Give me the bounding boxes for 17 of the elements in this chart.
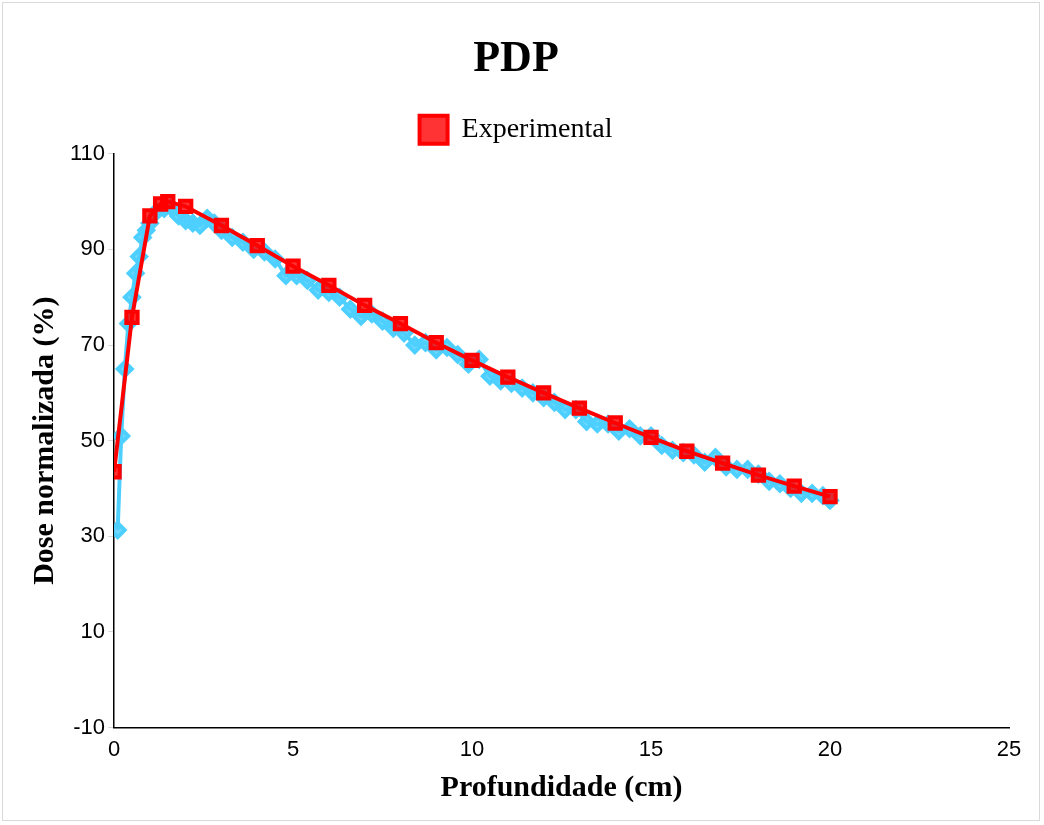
x-tick-label: 25 (996, 735, 1022, 761)
x-tick-label: 20 (817, 735, 843, 761)
x-tick-label: 10 (459, 735, 485, 761)
y-tick-label: 90 (80, 235, 106, 261)
x-tick-label: 15 (638, 735, 664, 761)
y-tick-label: 10 (80, 618, 106, 644)
y-tick-label: 30 (80, 522, 106, 548)
x-axis-title: Profundidade (cm) (440, 768, 683, 803)
chart-title: PDP (473, 31, 559, 81)
legend-label: Experimental (461, 112, 613, 144)
x-tick-label: 5 (286, 735, 300, 761)
y-tick-label: 110 (70, 139, 106, 165)
y-tick-label: 50 (80, 426, 106, 452)
x-tick-label: 0 (107, 735, 121, 761)
y-tick-label: 70 (80, 331, 106, 357)
y-tick-label: -10 (73, 713, 106, 739)
y-axis-title: Dose normalizada (%) (25, 296, 60, 585)
